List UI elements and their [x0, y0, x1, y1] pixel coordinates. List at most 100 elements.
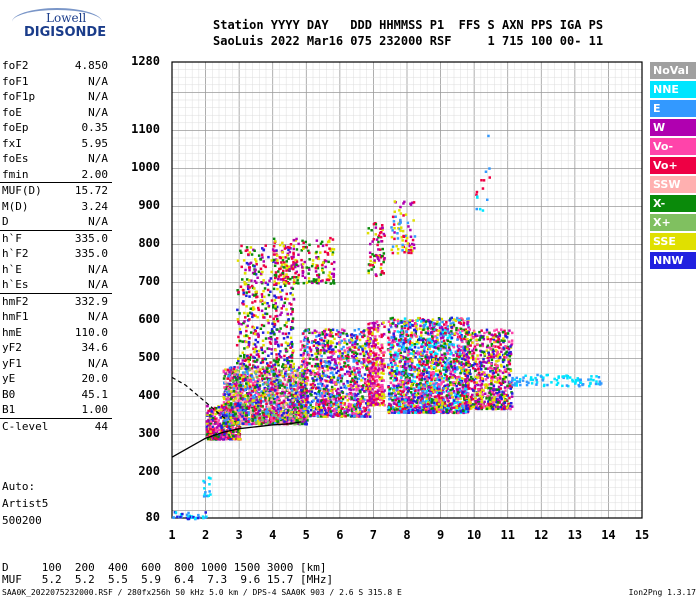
echo-point: [347, 384, 350, 388]
echo-point: [269, 361, 272, 364]
echo-point: [371, 382, 374, 385]
echo-point: [262, 400, 265, 403]
echo-point: [355, 382, 359, 386]
echo-point: [275, 249, 278, 252]
echo-point: [314, 266, 318, 270]
echo-point: [317, 386, 320, 389]
echo-point: [412, 351, 416, 354]
echo-point: [317, 406, 321, 409]
echo-point: [284, 403, 287, 406]
echo-point: [302, 372, 305, 375]
echo-point: [380, 240, 383, 243]
echo-point: [462, 350, 465, 353]
echo-point: [333, 412, 336, 416]
echo-point: [340, 368, 343, 371]
echo-point: [340, 380, 343, 383]
echo-point: [298, 377, 302, 381]
echo-point: [340, 400, 343, 403]
echo-point: [357, 402, 360, 405]
echo-point: [288, 246, 291, 249]
echo-point: [309, 371, 312, 374]
echo-point: [316, 412, 320, 415]
echo-point: [248, 389, 251, 392]
echo-point: [354, 334, 358, 337]
echo-point: [209, 477, 212, 480]
echo-point: [295, 416, 299, 419]
echo-point: [303, 392, 306, 395]
echo-point: [310, 393, 313, 397]
echo-point: [288, 391, 291, 395]
echo-point: [253, 414, 256, 417]
echo-point: [288, 409, 291, 412]
echo-point: [264, 410, 268, 413]
echo-point: [368, 401, 371, 404]
echo-point: [353, 375, 357, 378]
echo-point: [399, 218, 402, 222]
echo-point: [367, 402, 370, 405]
echo-point: [273, 323, 277, 326]
echo-point: [322, 339, 326, 343]
echo-point: [232, 399, 235, 402]
echo-point: [323, 391, 327, 395]
echo-point: [285, 411, 289, 415]
echo-point: [293, 279, 296, 282]
echo-point: [253, 365, 256, 369]
echo-point: [270, 348, 274, 351]
echo-point: [252, 248, 255, 252]
echo-point: [283, 301, 286, 305]
echo-point: [354, 335, 358, 339]
echo-point: [282, 375, 286, 378]
echo-point: [334, 333, 338, 336]
echo-point: [264, 312, 267, 315]
echo-point: [276, 422, 280, 425]
echo-point: [398, 227, 401, 231]
echo-point: [271, 330, 274, 333]
echo-point: [270, 377, 274, 380]
echo-point: [373, 382, 376, 385]
echo-point: [281, 374, 284, 378]
echo-point: [236, 437, 240, 441]
echo-point: [322, 389, 326, 393]
echo-point: [329, 401, 333, 404]
echo-point: [246, 312, 249, 315]
echo-point: [316, 349, 319, 352]
echo-point: [439, 334, 442, 337]
echo-point: [316, 371, 320, 374]
echo-point: [360, 361, 363, 364]
echo-point: [410, 251, 413, 255]
echo-point: [301, 420, 304, 424]
echo-point: [281, 365, 284, 368]
echo-point: [286, 398, 290, 402]
echo-point: [372, 341, 375, 344]
echo-point: [221, 406, 224, 409]
echo-point: [323, 394, 327, 398]
echo-point: [371, 253, 374, 256]
echo-point: [232, 414, 235, 417]
echo-point: [274, 389, 277, 392]
echo-point: [233, 417, 237, 420]
echo-point: [209, 431, 212, 435]
echo-point: [242, 291, 245, 295]
echo-point: [226, 410, 229, 413]
echo-point: [363, 361, 366, 364]
echo-point: [404, 234, 408, 238]
echo-point: [246, 423, 249, 426]
echo-point: [323, 379, 327, 382]
echo-point: [390, 235, 394, 239]
echo-point: [375, 274, 378, 278]
echo-point: [233, 374, 236, 378]
echo-point: [293, 417, 297, 420]
echo-point: [262, 289, 265, 293]
echo-point: [293, 373, 296, 376]
echo-point: [268, 409, 271, 412]
echo-point: [279, 290, 282, 294]
echo-point: [248, 391, 252, 394]
echo-point: [326, 333, 329, 336]
echo-point: [245, 406, 248, 410]
echo-point: [270, 367, 274, 370]
echo-point: [364, 380, 367, 384]
echo-point: [254, 386, 257, 389]
echo-point: [235, 390, 238, 393]
echo-point: [225, 389, 229, 392]
echo-point: [321, 366, 324, 370]
